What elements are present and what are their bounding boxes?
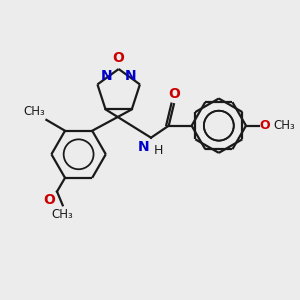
Text: H: H xyxy=(153,144,163,157)
Text: CH₃: CH₃ xyxy=(23,105,45,118)
Text: N: N xyxy=(137,140,149,154)
Text: CH₃: CH₃ xyxy=(52,208,74,220)
Text: N: N xyxy=(101,69,112,83)
Text: N: N xyxy=(125,69,136,83)
Text: O: O xyxy=(113,51,124,65)
Text: CH₃: CH₃ xyxy=(273,119,295,132)
Text: O: O xyxy=(44,193,56,207)
Text: O: O xyxy=(168,87,180,101)
Text: O: O xyxy=(260,119,270,132)
